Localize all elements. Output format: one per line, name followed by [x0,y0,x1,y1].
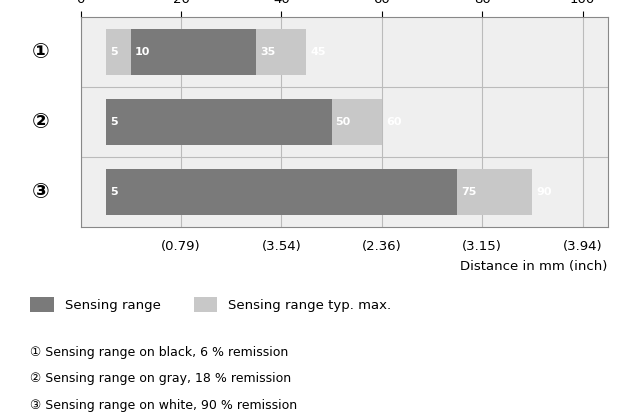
Text: 35: 35 [260,47,275,57]
Text: ①: ① [32,42,49,62]
Text: (0.79): (0.79) [161,240,201,253]
Text: ③ Sensing range on white, 90 % remission: ③ Sensing range on white, 90 % remission [30,399,298,412]
Text: 5: 5 [110,187,117,197]
Text: ② Sensing range on gray, 18 % remission: ② Sensing range on gray, 18 % remission [30,372,291,385]
Bar [105,169,457,215]
Bar [105,29,131,75]
Text: (2.36): (2.36) [362,240,402,253]
Text: ②: ② [32,112,49,132]
Text: 60: 60 [386,117,401,127]
Bar [332,99,382,144]
Bar [81,157,608,227]
Bar [81,87,608,157]
Text: ③: ③ [32,182,49,202]
Legend: Sensing range, Sensing range typ. max.: Sensing range, Sensing range typ. max. [25,292,396,317]
Text: 10: 10 [135,47,150,57]
Text: 5: 5 [110,47,117,57]
Text: 75: 75 [461,187,476,197]
Bar [131,29,256,75]
Text: (3.54): (3.54) [262,240,301,253]
Text: ① Sensing range on black, 6 % remission: ① Sensing range on black, 6 % remission [30,346,288,359]
Bar [457,169,533,215]
Text: 45: 45 [311,47,326,57]
Text: (3.15): (3.15) [462,240,502,253]
Bar [256,29,306,75]
Bar [81,17,608,87]
Bar [105,99,332,144]
Text: 50: 50 [335,117,351,127]
Text: 5: 5 [110,117,117,127]
Text: 90: 90 [536,187,552,197]
Text: Distance in mm (inch): Distance in mm (inch) [460,260,608,273]
Text: (3.94): (3.94) [563,240,602,253]
